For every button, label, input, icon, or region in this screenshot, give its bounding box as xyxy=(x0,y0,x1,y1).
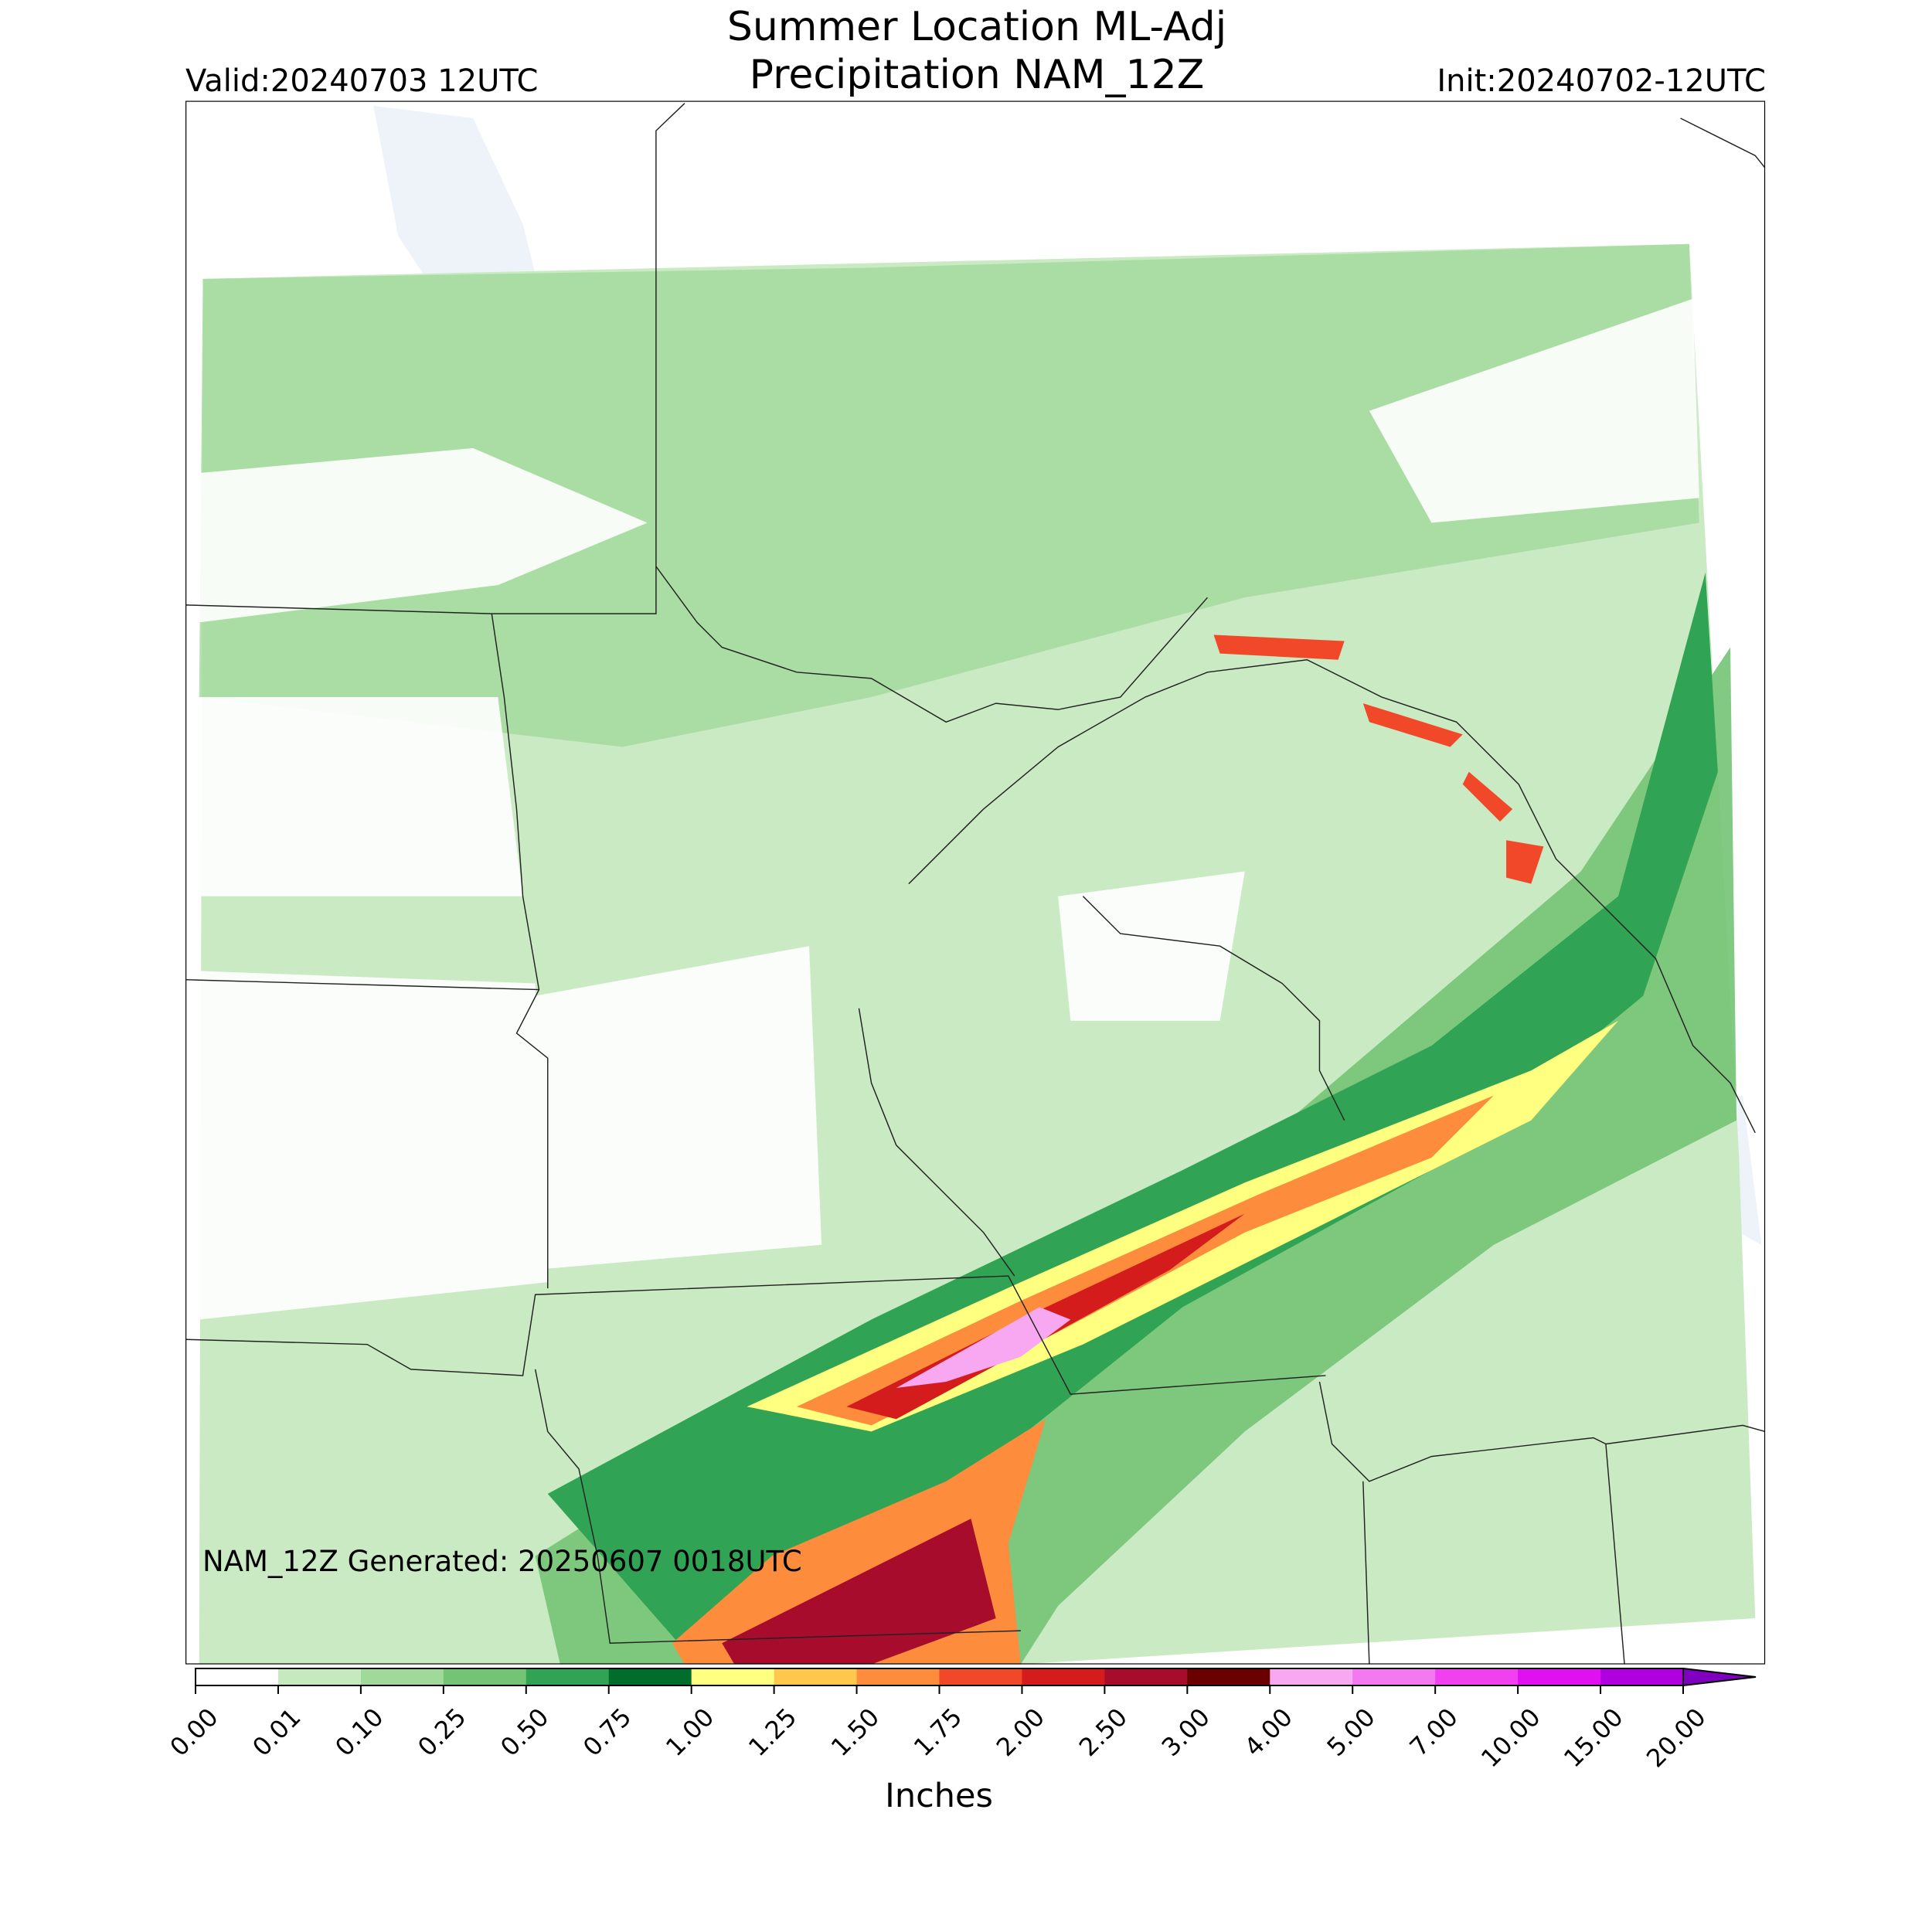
valid-time: Valid:20240703 12UTC xyxy=(185,63,538,99)
colorbar-swatch xyxy=(1270,1668,1353,1685)
precip-dry xyxy=(199,298,1699,1320)
colorbar-tick-label: 0.50 xyxy=(495,1702,554,1762)
colorbar-swatch xyxy=(443,1668,527,1685)
generated-note: NAM_12Z Generated: 20250607 0018UTC xyxy=(202,1545,802,1578)
colorbar-swatch xyxy=(1187,1668,1270,1685)
init-time: Init:20240702-12UTC xyxy=(1437,63,1766,99)
precip-band-pink xyxy=(896,1307,1071,1389)
colorbar-tick-label: 1.75 xyxy=(908,1702,968,1762)
colorbar-tick-label: 0.10 xyxy=(329,1702,389,1762)
colorbar-swatch xyxy=(277,1668,362,1685)
precip-superior-shore xyxy=(1213,634,1544,884)
colorbar-extend xyxy=(1682,1667,1757,1687)
colorbar-tick-label: 3.00 xyxy=(1156,1702,1216,1762)
colorbar-tick-label: 4.00 xyxy=(1239,1702,1298,1762)
colorbar-swatch xyxy=(360,1668,444,1685)
colorbar-tick-label: 2.50 xyxy=(1073,1702,1133,1762)
colorbar-tick-label: 5.00 xyxy=(1321,1702,1381,1762)
colorbar-tick-label: 0.00 xyxy=(164,1702,223,1762)
colorbar-label: Inches xyxy=(885,1777,993,1815)
colorbar-swatch xyxy=(691,1668,775,1685)
colorbar-swatch xyxy=(774,1668,858,1685)
map xyxy=(185,100,1766,1665)
colorbar-swatch xyxy=(1600,1668,1684,1685)
colorbar-tick-label: 0.75 xyxy=(577,1702,637,1762)
precip-south-red xyxy=(722,1519,996,1665)
colorbar-swatch xyxy=(1518,1668,1601,1685)
colorbar-tick-label: 20.00 xyxy=(1641,1702,1712,1774)
precip-band-orange xyxy=(796,1095,1494,1426)
colorbar-swatch xyxy=(1022,1668,1105,1685)
colorbar-swatch xyxy=(939,1668,1022,1685)
colorbar-swatch xyxy=(608,1668,692,1685)
colorbar-swatch xyxy=(1352,1668,1436,1685)
borders xyxy=(185,103,1766,1665)
colorbar-tick-label: 7.00 xyxy=(1404,1702,1464,1762)
colorbar-tick-label: 1.50 xyxy=(825,1702,885,1762)
colorbar-tick-label: 0.01 xyxy=(247,1702,306,1762)
colorbar-swatch xyxy=(526,1668,610,1685)
colorbar-tick-label: 1.00 xyxy=(660,1702,719,1762)
colorbar-tick-label: 15.00 xyxy=(1558,1702,1629,1774)
colorbar-tick-label: 0.25 xyxy=(412,1702,471,1762)
colorbar-swatch xyxy=(1104,1668,1188,1685)
colorbar-swatch xyxy=(856,1668,940,1685)
title-line-2: Precipitation NAM_12Z xyxy=(750,52,1205,98)
colorbar-swatch xyxy=(196,1668,279,1685)
colorbar-tick-label: 1.25 xyxy=(743,1702,802,1762)
colorbar: 0.00 0.01 0.10 0.25 0.50 0.75 1.00 1.25 1.50 1.75… xyxy=(164,1667,1757,1774)
colorbar-tick-label: 2.00 xyxy=(991,1702,1050,1762)
colorbar-tick-label: 10.00 xyxy=(1475,1702,1546,1774)
precip-light-north xyxy=(199,243,1699,747)
title-line-1: Summer Location ML-Adj xyxy=(727,4,1226,50)
colorbar-swatch xyxy=(1435,1668,1519,1685)
